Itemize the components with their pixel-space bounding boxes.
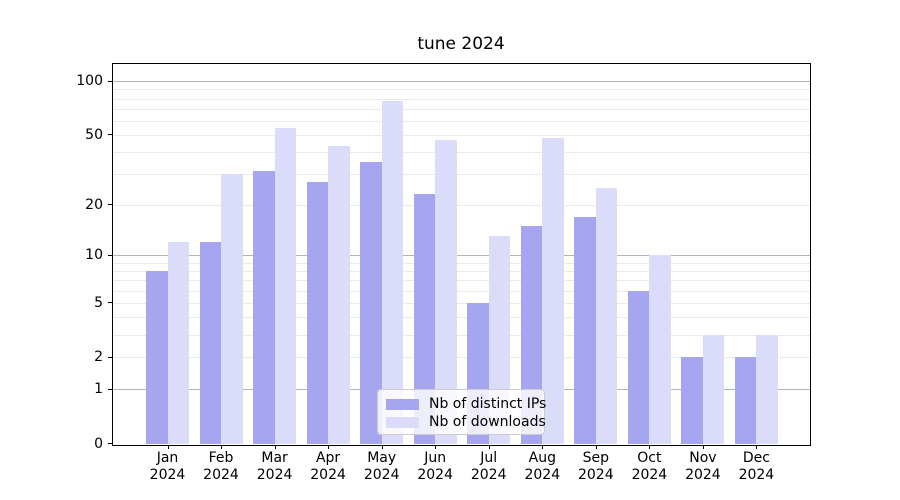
x-tick-mark-apr <box>328 445 330 449</box>
x-tick-label-feb: Feb 2024 <box>203 450 239 483</box>
legend-label-distinct-ips: Nb of distinct IPs <box>429 396 547 412</box>
bar-distinct-ips-feb <box>199 242 221 444</box>
y-tick-mark-5 <box>108 302 112 304</box>
x-tick-mark-jul <box>488 445 490 449</box>
x-tick-mark-jan <box>167 445 169 449</box>
x-tick-label-mar: Mar 2024 <box>256 450 293 483</box>
plot-area <box>112 63 811 446</box>
x-tick-mark-oct <box>649 445 651 449</box>
bar-downloads-nov <box>702 334 725 444</box>
bar-downloads-dec <box>756 334 778 444</box>
bar-downloads-mar <box>274 127 297 444</box>
x-tick-label-nov: Nov 2024 <box>685 450 721 483</box>
bar-downloads-feb <box>221 173 243 444</box>
x-tick-label-jan: Jan 2024 <box>149 450 186 483</box>
gridline-minor-5 <box>113 302 810 304</box>
bar-distinct-ips-dec <box>734 357 757 444</box>
bar-distinct-ips-oct <box>627 290 650 444</box>
gridline-major-100 <box>113 81 810 83</box>
x-tick-mark-aug <box>542 445 544 449</box>
x-tick-label-jun: Jun 2024 <box>417 450 453 483</box>
x-tick-mark-sep <box>595 445 597 449</box>
gridline-minor-7 <box>113 280 810 282</box>
x-tick-mark-dec <box>756 445 758 449</box>
x-tick-mark-jun <box>435 445 437 449</box>
x-tick-label-jul: Jul 2024 <box>470 450 507 483</box>
y-tick-label-2: 2 <box>94 349 103 366</box>
gridline-minor-90 <box>113 89 810 91</box>
gridline-major-10 <box>113 255 810 257</box>
bar-distinct-ips-mar <box>253 171 275 444</box>
bar-distinct-ips-may <box>360 162 382 444</box>
y-tick-label-100: 100 <box>76 73 103 90</box>
x-tick-label-apr: Apr 2024 <box>310 450 346 483</box>
legend-swatch-downloads <box>386 417 419 428</box>
bar-distinct-ips-jan <box>146 271 168 444</box>
x-tick-mark-may <box>381 445 383 449</box>
y-tick-mark-0 <box>108 443 112 444</box>
legend: Nb of distinct IPs Nb of downloads <box>377 389 546 435</box>
gridline-minor-3 <box>113 334 810 336</box>
bars-layer <box>113 64 810 445</box>
legend-item-downloads: Nb of downloads <box>386 414 546 431</box>
x-tick-label-oct: Oct 2024 <box>631 450 668 483</box>
legend-label-downloads: Nb of downloads <box>429 414 546 430</box>
gridline-minor-8 <box>113 271 810 272</box>
gridline-minor-80 <box>113 98 810 100</box>
y-tick-mark-2 <box>108 356 112 358</box>
y-tick-mark-1 <box>108 388 112 390</box>
bar-downloads-apr <box>328 146 350 444</box>
bar-distinct-ips-nov <box>681 357 703 444</box>
gridline-minor-60 <box>113 120 810 122</box>
bar-downloads-oct <box>649 255 671 444</box>
x-tick-label-dec: Dec 2024 <box>738 450 775 483</box>
bar-downloads-jun <box>435 139 457 444</box>
y-tick-mark-10 <box>108 254 112 256</box>
gridline-minor-6 <box>113 290 810 292</box>
gridline-minor-40 <box>113 152 810 153</box>
gridline-minor-9 <box>113 262 810 264</box>
bar-downloads-may <box>381 100 404 444</box>
gridline-minor-4 <box>113 317 810 319</box>
gridline-minor-2 <box>113 357 810 359</box>
y-tick-label-50: 50 <box>85 126 103 143</box>
gridline-minor-30 <box>113 173 810 175</box>
y-tick-label-5: 5 <box>94 294 103 311</box>
y-tick-label-10: 10 <box>85 247 103 264</box>
gridline-minor-50 <box>113 134 810 136</box>
x-tick-mark-nov <box>702 445 704 449</box>
y-tick-label-1: 1 <box>94 381 103 398</box>
x-tick-label-aug: Aug 2024 <box>524 450 561 483</box>
y-tick-mark-50 <box>108 134 112 136</box>
bar-distinct-ips-apr <box>306 181 329 444</box>
bar-distinct-ips-sep <box>574 216 596 444</box>
y-tick-mark-20 <box>108 204 112 205</box>
x-tick-label-sep: Sep 2024 <box>577 450 614 483</box>
legend-item-distinct-ips: Nb of distinct IPs <box>386 396 546 413</box>
gridline-minor-70 <box>113 108 810 110</box>
y-tick-label-20: 20 <box>85 196 103 213</box>
bar-downloads-aug <box>542 138 564 444</box>
bar-downloads-jan <box>167 242 189 444</box>
gridline-minor-20 <box>113 204 810 206</box>
bar-distinct-ips-jun <box>413 194 436 444</box>
chart-title: tune 2024 <box>417 34 505 54</box>
bar-downloads-sep <box>595 187 618 444</box>
x-tick-label-may: May 2024 <box>363 450 400 483</box>
x-tick-mark-feb <box>221 445 222 449</box>
x-tick-mark-mar <box>274 445 276 449</box>
y-tick-label-0: 0 <box>94 435 103 452</box>
legend-swatch-distinct-ips <box>386 399 419 410</box>
y-tick-mark-100 <box>108 80 112 82</box>
